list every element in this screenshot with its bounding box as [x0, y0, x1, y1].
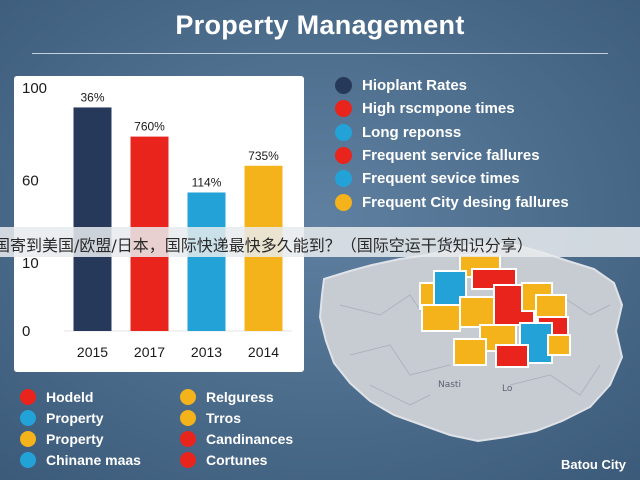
legend-top-item: Long reponss [335, 121, 635, 144]
legend-label: Property [46, 409, 104, 426]
map-label-nasti: Nasti [438, 380, 461, 390]
legend-bottom-item: Cortunes [180, 449, 340, 470]
legend-label: Trros [206, 409, 242, 426]
bar [73, 107, 112, 331]
legend-label: Chinane maas [46, 451, 141, 468]
legend-swatch [20, 451, 36, 468]
legend-top-item: Hioplant Rates [335, 74, 635, 97]
legend-label: Hodeld [46, 388, 94, 405]
legend-top-item: High rscmpone times [335, 97, 635, 120]
legend-swatch [335, 193, 352, 211]
data-label: 760% [134, 120, 165, 134]
legend-swatch [180, 451, 196, 468]
legend-label: Frequent service fallures [362, 147, 540, 165]
x-tick-label: 2013 [191, 344, 222, 360]
legend-swatch [180, 409, 196, 426]
legend-swatch [335, 100, 352, 118]
y-tick-label: 0 [22, 323, 30, 340]
legend-swatch [335, 170, 352, 188]
map-blocks [419, 254, 571, 368]
legend-bottom-item: Property [20, 407, 180, 428]
y-tick-label: 100 [22, 80, 47, 97]
chart-panel: 0 10 60 100 36% 2015 760% 2017 114% 2013 735% 2014 [14, 76, 304, 372]
legend-label: Property [46, 430, 104, 447]
legend-bottom: Hodeld Relguress Property Trros Property Cand… [0, 384, 320, 480]
legend-top-item: Frequent service fallures [335, 144, 635, 167]
legend-bottom-item: Trros [180, 407, 340, 428]
data-label: 735% [248, 149, 279, 163]
legend-label: Long reponss [362, 123, 462, 141]
legend-bottom-item: Chinane maas [20, 449, 180, 470]
x-tick-label: 2014 [248, 344, 279, 360]
map-label-lo: Lo [502, 384, 513, 394]
legend-bottom-item: Hodeld [20, 386, 180, 407]
legend-swatch [20, 430, 36, 447]
city-name: Batou City [561, 457, 626, 472]
legend-swatch [335, 147, 352, 165]
y-tick-label: 10 [22, 255, 39, 272]
bar-chart: 0 10 60 100 36% 2015 760% 2017 114% 2013 735% 2014 [22, 80, 292, 360]
y-tick-label: 60 [22, 172, 39, 189]
legend-top: Hioplant Rates High rscmpone times Long re… [335, 74, 635, 214]
legend-top-item: Frequent City desing fallures [335, 190, 635, 213]
data-label: 114% [192, 175, 222, 189]
legend-bottom-item: Property [20, 428, 180, 449]
legend-bottom-item: Relguress [180, 386, 340, 407]
legend-swatch [20, 388, 36, 405]
legend-label: Candinances [206, 430, 294, 447]
legend-top-item: Frequent sevice times [335, 167, 635, 190]
legend-label: Hioplant Rates [362, 77, 468, 95]
city-map: Nasti Lo [318, 241, 624, 443]
legend-label: Cortunes [206, 451, 268, 468]
legend-swatch [180, 430, 196, 447]
legend-label: Relguress [206, 388, 274, 405]
legend-label: Frequent City desing fallures [362, 193, 569, 211]
x-tick-label: 2015 [77, 344, 108, 360]
x-tick-label: 2017 [134, 344, 165, 360]
data-label: 36% [80, 90, 104, 104]
legend-label: Frequent sevice times [362, 170, 520, 188]
title-divider [32, 53, 608, 54]
overlay-banner: 国寄到美国/欧盟/日本，国际快递最快多久能到？（国际空运干货知识分享） [0, 227, 640, 257]
legend-swatch [335, 77, 352, 95]
legend-label: High rscmpone times [362, 100, 515, 118]
legend-swatch [180, 388, 196, 405]
legend-bottom-item: Candinances [180, 428, 340, 449]
bar [187, 192, 226, 331]
page-title: Property Management [175, 10, 465, 40]
legend-swatch [20, 409, 36, 426]
banner-text: 国寄到美国/欧盟/日本，国际快递最快多久能到？（国际空运干货知识分享） [0, 236, 533, 255]
legend-swatch [335, 123, 352, 141]
